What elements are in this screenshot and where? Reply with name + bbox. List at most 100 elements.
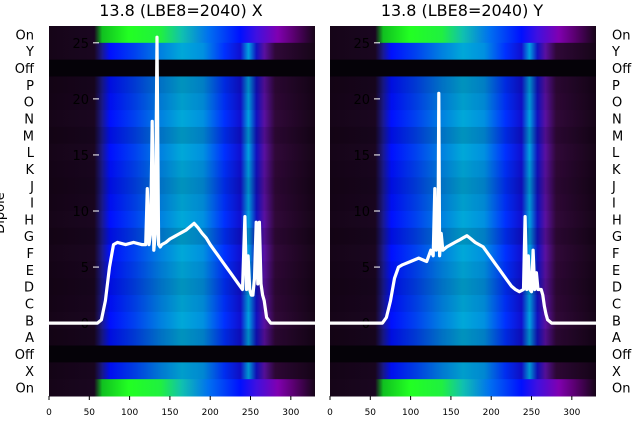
category-label: X: [612, 365, 621, 380]
line-point: [154, 232, 157, 235]
heatmap-row-shade: [330, 126, 596, 145]
line-point: [533, 288, 536, 291]
heatmap-row: [330, 362, 596, 380]
heatmap-row: [49, 194, 315, 212]
line-point: [498, 268, 501, 271]
category-label: On: [612, 382, 630, 397]
line-point: [165, 241, 167, 244]
line-point: [193, 222, 195, 225]
line-point: [152, 249, 155, 252]
line-point: [540, 288, 542, 291]
line-point: [478, 243, 480, 246]
category-label: D: [24, 281, 34, 296]
heatmap-row-shade: [49, 278, 315, 296]
heatmap-row-shade: [330, 177, 596, 195]
line-point: [237, 283, 240, 285]
heatmap-row: [49, 311, 315, 330]
line-point: [173, 235, 175, 238]
line-point: [562, 322, 565, 324]
heatmap-row: [330, 177, 596, 195]
heatmap-row: [330, 194, 596, 212]
line-point: [417, 257, 420, 259]
heatmap-row: [49, 328, 315, 347]
line-point: [543, 305, 546, 308]
chart-title: 13.8 (LBE8=2040) Y: [381, 1, 544, 20]
heatmap-row: [49, 160, 315, 178]
category-label: On: [612, 28, 630, 43]
line-point: [258, 221, 261, 224]
line-point: [454, 241, 456, 244]
category-label: I: [612, 197, 616, 212]
heatmap-row-shade: [330, 194, 596, 212]
heatmap-row-shade: [49, 76, 315, 94]
line-point: [440, 232, 443, 235]
x-tick-label: 50: [365, 408, 377, 418]
x-tick-label: 200: [483, 408, 500, 418]
line-point: [263, 299, 266, 302]
heatmap-row: [330, 59, 596, 77]
line-point: [156, 36, 158, 39]
line-point: [329, 322, 331, 324]
line-point: [233, 277, 236, 280]
line-point: [432, 255, 434, 257]
category-label: P: [26, 79, 34, 94]
category-label: F: [27, 247, 34, 262]
heatmap-row: [330, 211, 596, 229]
line-point: [159, 246, 162, 248]
line-point: [446, 246, 448, 248]
x-tick-label: 0: [46, 408, 52, 418]
line-point: [265, 316, 268, 319]
heatmap-row: [49, 227, 315, 246]
heatmap-row-shade: [49, 328, 315, 347]
category-label: C: [612, 298, 621, 313]
heatmap-row: [49, 26, 315, 44]
category-label: K: [612, 163, 621, 178]
heatmap-row: [49, 211, 315, 229]
y-tick-label: 5: [362, 261, 370, 276]
heatmap-row: [330, 126, 596, 145]
category-label: L: [27, 146, 35, 161]
heatmap-row: [49, 93, 315, 111]
y-tick-label: 10: [353, 205, 370, 220]
category-label: P: [612, 79, 620, 94]
line-point: [438, 255, 441, 257]
heatmap-row-shade: [330, 328, 596, 347]
heatmap-row: [49, 295, 315, 313]
category-label: X: [25, 365, 34, 380]
x-tick-label: 100: [121, 408, 138, 418]
category-label: G: [24, 230, 34, 245]
category-label: O: [24, 96, 34, 111]
heatmap-row: [330, 311, 596, 330]
x-tick-label: 150: [442, 408, 459, 418]
heatmap-row-shade: [330, 93, 596, 111]
heatmap-row-shade: [330, 295, 596, 313]
line-point: [253, 277, 256, 280]
line-point: [209, 243, 212, 246]
heatmap-row: [330, 42, 596, 61]
line-point: [144, 243, 147, 246]
line-point: [221, 260, 224, 263]
y-tick-label: 25: [72, 37, 89, 52]
line-point: [490, 257, 493, 259]
category-label: I: [30, 197, 34, 212]
line-point: [522, 288, 525, 291]
heatmap-row: [330, 76, 596, 94]
line-point: [169, 238, 171, 240]
line-point: [450, 243, 452, 246]
line-point: [530, 290, 533, 293]
chart-title: 13.8 (LBE8=2040) X: [99, 1, 263, 20]
line-point: [213, 249, 216, 252]
heatmap-row: [330, 379, 596, 397]
overlay-line: [47, 35, 317, 325]
line-point: [185, 229, 187, 231]
x-tick-label: 150: [161, 408, 178, 418]
category-label: A: [25, 331, 34, 346]
line-point: [538, 288, 541, 291]
heatmap-row-shade: [330, 278, 596, 296]
line-point: [244, 215, 246, 218]
line-point: [248, 288, 251, 291]
heatmap-row: [49, 177, 315, 195]
category-label: J: [29, 180, 34, 195]
heatmap-row: [49, 76, 315, 94]
